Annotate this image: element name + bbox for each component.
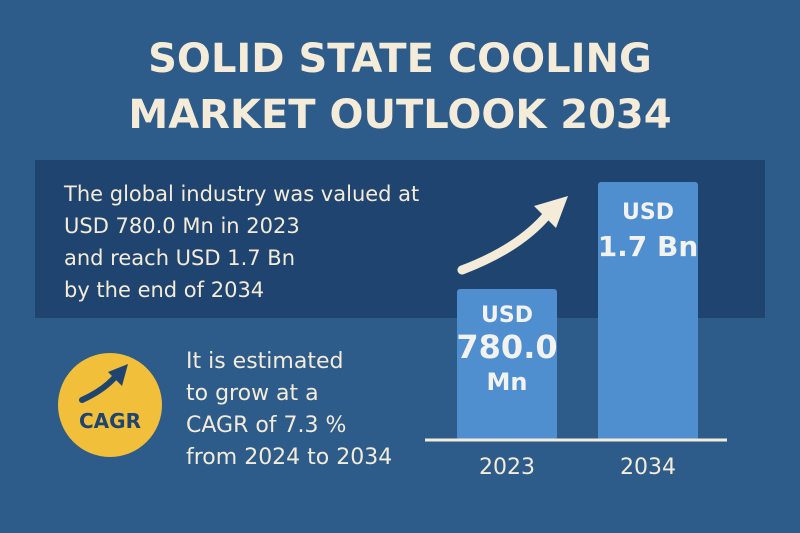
cagr-line: from 2024 to 2034: [186, 445, 392, 470]
bar-label: USD: [481, 303, 533, 328]
summary-line: The global industry was valued at: [63, 182, 419, 206]
badge-arrow-head: [108, 364, 128, 386]
year-label: 2023: [479, 455, 535, 480]
bar-label: Mn: [487, 368, 528, 396]
bar: [598, 182, 698, 440]
badge-arrow: [79, 373, 119, 403]
growth-arrow-head: [534, 196, 568, 228]
cagr-line: CAGR of 7.3 %: [186, 413, 346, 438]
title-line: SOLID STATE COOLING: [148, 36, 652, 82]
summary-line: and reach USD 1.7 Bn: [64, 246, 295, 270]
summary-line: USD 780.0 Mn in 2023: [64, 214, 300, 238]
cagr-line: to grow at a: [186, 381, 319, 406]
bar-label: USD: [622, 200, 674, 225]
cagr-badge-text: CAGR: [79, 409, 141, 433]
title-line: MARKET OUTLOOK 2034: [128, 92, 671, 138]
cagr-badge: [58, 353, 162, 457]
year-label: 2034: [620, 455, 676, 480]
bar: [457, 289, 557, 440]
summary-line: by the end of 2034: [64, 278, 264, 302]
bar-label: 1.7 Bn: [598, 230, 699, 263]
cagr-line: It is estimated: [186, 349, 343, 374]
growth-arrow: [457, 209, 553, 275]
bar-label: 780.0: [456, 328, 557, 366]
